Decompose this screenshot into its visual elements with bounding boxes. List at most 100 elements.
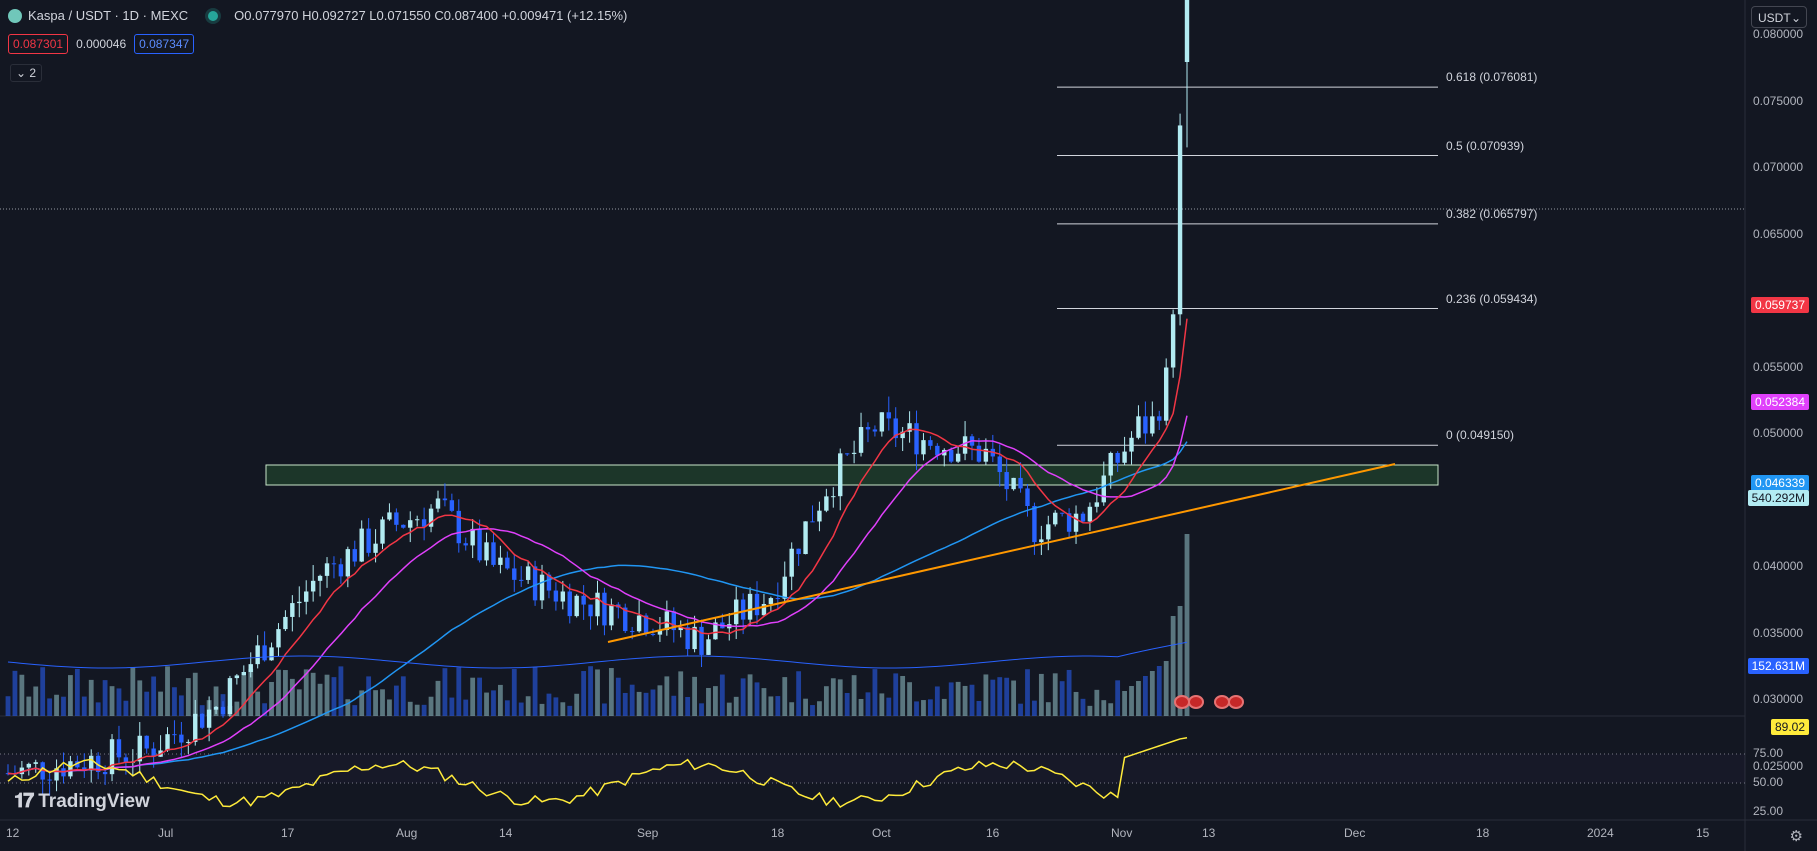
candle-body (449, 500, 455, 511)
candle-body (456, 510, 461, 544)
candle-body (414, 519, 420, 521)
volume-bar (1156, 666, 1162, 716)
volume-bar (976, 701, 982, 716)
volume-bar (1142, 676, 1148, 716)
volume-bar (1184, 534, 1190, 716)
candle-body (165, 734, 170, 751)
volume-bar (858, 698, 864, 716)
market-status-icon[interactable] (208, 10, 219, 21)
sell-button[interactable]: 0.087301 (8, 34, 69, 54)
gear-icon[interactable]: ⚙ (1789, 828, 1803, 845)
candle-body (89, 755, 94, 771)
candle-body (199, 713, 205, 728)
candle-body (1059, 512, 1065, 514)
volume-bar (484, 692, 489, 716)
candle-body (47, 779, 52, 781)
candle-body (588, 604, 593, 617)
volume-bar (317, 683, 323, 716)
candle-body (179, 734, 184, 743)
volume-bar (262, 703, 268, 716)
candle-body (782, 576, 787, 599)
volume-bar (747, 674, 753, 716)
candle-body (789, 548, 794, 577)
volume-bar (12, 670, 18, 716)
time-axis-tick: Sep (637, 826, 659, 840)
candle-body (380, 519, 385, 544)
candle-body (33, 762, 38, 764)
candle-body (595, 592, 600, 617)
volume-bar (1025, 669, 1030, 716)
volume-bar (581, 671, 587, 716)
rsi-axis-tick: 75.00 (1753, 746, 1784, 760)
volume-bar (1038, 673, 1044, 716)
volume-bar (699, 703, 704, 716)
candle-body (248, 664, 253, 673)
us-flag-event-icon[interactable] (1188, 695, 1204, 709)
volume-bar (352, 705, 358, 716)
volume-bar (380, 689, 385, 716)
candle-body (643, 615, 649, 634)
volume-bar (393, 685, 399, 716)
us-flag-event-icon[interactable] (1228, 695, 1244, 709)
currency-select[interactable]: USDT ⌄ (1751, 6, 1807, 28)
candle-body (754, 593, 760, 616)
volume-bar (26, 696, 32, 716)
candle-body (553, 590, 559, 602)
candle-body (317, 575, 323, 581)
volume-bar (192, 672, 198, 716)
candle-body (276, 629, 281, 648)
candle-body (193, 713, 198, 742)
candle-body (1163, 367, 1169, 421)
symbol-title[interactable]: Kaspa / USDT · 1D · MEXC (28, 8, 189, 23)
volume-bar (338, 666, 344, 716)
candle-body (137, 735, 142, 762)
candle-body (1032, 506, 1037, 543)
candle-body (1122, 451, 1127, 463)
volume-bar (199, 705, 205, 716)
volume-bar (955, 681, 961, 716)
volume-bar (123, 700, 129, 716)
candle-body (95, 755, 101, 773)
candle-body (477, 528, 482, 561)
volume-bar (1101, 700, 1107, 716)
rsi-axis-tick: 25.00 (1753, 804, 1784, 818)
volume-bar (1052, 673, 1058, 716)
candle-body (761, 604, 767, 616)
volume-bar (414, 704, 420, 716)
candle-body (1039, 539, 1044, 543)
candle-body (172, 734, 177, 736)
tradingview-logo-text: TradingView (38, 790, 150, 812)
candle-body (519, 579, 524, 581)
volume-bar (754, 682, 760, 716)
volume-bar (158, 691, 163, 716)
volume-bar (74, 668, 80, 716)
volume-bar (463, 699, 469, 716)
volume-bar (525, 696, 531, 716)
chevron-down-icon: ⌄ (16, 66, 27, 80)
volume-bar (1094, 689, 1100, 716)
volume-bar (310, 672, 316, 716)
buy-button[interactable]: 0.087347 (134, 34, 195, 54)
candle-body (19, 767, 25, 775)
candle-body (893, 418, 898, 439)
indicators-toggle[interactable]: ⌄ 2 (10, 64, 43, 82)
chevron-down-icon: ⌄ (1790, 11, 1801, 25)
volume-bar (400, 676, 406, 716)
volume-bar (206, 700, 212, 716)
candle-body (68, 761, 73, 777)
tradingview-logo[interactable]: 𝟏𝟕 TradingView (14, 790, 150, 813)
volume-bar (1136, 681, 1141, 716)
volume-bar (706, 687, 711, 716)
volume-bar (165, 666, 170, 716)
candle-body (879, 412, 885, 432)
candle-body (123, 757, 129, 763)
candle-body (1018, 477, 1023, 489)
candle-body (955, 453, 961, 462)
volume-bar (1129, 686, 1134, 716)
candle-body (1177, 125, 1183, 315)
volume-bar (1149, 671, 1155, 716)
candle-body (310, 580, 316, 592)
volume-bar (983, 674, 989, 716)
